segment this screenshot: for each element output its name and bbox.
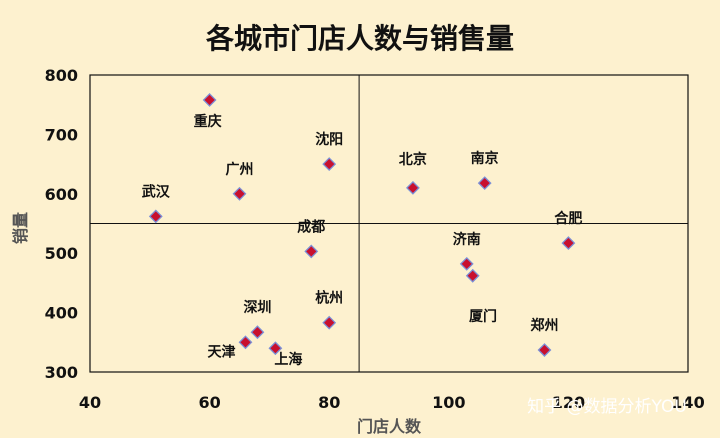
y-axis-label: 销量 xyxy=(11,212,30,244)
data-label: 成都 xyxy=(297,218,325,235)
y-tick-label: 500 xyxy=(45,244,78,263)
data-label: 重庆 xyxy=(194,113,222,130)
data-label: 厦门 xyxy=(469,308,497,325)
chart-title: 各城市门店人数与销售量 xyxy=(205,22,514,55)
data-label: 沈阳 xyxy=(315,131,343,148)
data-label: 杭州 xyxy=(315,290,343,307)
data-point xyxy=(322,315,337,330)
y-tick-label: 700 xyxy=(45,125,78,144)
data-point xyxy=(406,180,420,195)
data-point xyxy=(250,325,265,340)
data-label: 上海 xyxy=(274,351,302,368)
data-label: 天津 xyxy=(207,343,235,360)
data-point xyxy=(459,256,474,271)
data-label: 合肥 xyxy=(554,210,582,227)
data-point xyxy=(268,341,283,356)
data-label: 济南 xyxy=(453,231,481,248)
watermark: 知乎 @数据分析YOU xyxy=(527,397,687,417)
data-point xyxy=(477,176,492,191)
data-label: 南京 xyxy=(471,150,499,167)
y-tick-label: 400 xyxy=(45,304,78,323)
data-point xyxy=(232,186,247,201)
y-axis-ticks: 300 400 500 600 700 800 xyxy=(45,66,78,382)
x-tick-label: 60 xyxy=(198,393,220,412)
x-tick-label: 120 xyxy=(552,393,585,412)
data-label: 郑州 xyxy=(530,317,558,334)
x-axis-ticks: 40 60 80 100 120 140 xyxy=(79,393,705,412)
data-label: 广州 xyxy=(226,161,254,178)
x-tick-label: 100 xyxy=(432,393,465,412)
data-point xyxy=(537,343,552,357)
data-point xyxy=(148,209,163,224)
data-point xyxy=(322,157,337,172)
data-label: 深圳 xyxy=(243,299,271,316)
x-tick-label: 140 xyxy=(671,393,704,412)
data-points xyxy=(148,93,576,357)
x-tick-label: 40 xyxy=(79,393,101,412)
x-tick-label: 80 xyxy=(318,393,340,412)
y-tick-label: 300 xyxy=(45,363,78,382)
x-axis-label: 门店人数 xyxy=(357,417,422,436)
y-tick-label: 600 xyxy=(45,185,78,204)
data-label: 北京 xyxy=(399,151,427,168)
data-point xyxy=(238,335,253,350)
data-point xyxy=(561,236,576,251)
y-tick-label: 800 xyxy=(45,66,78,85)
data-point xyxy=(202,93,217,107)
data-point xyxy=(465,268,480,283)
data-label: 武汉 xyxy=(142,183,171,200)
data-point xyxy=(304,244,319,259)
